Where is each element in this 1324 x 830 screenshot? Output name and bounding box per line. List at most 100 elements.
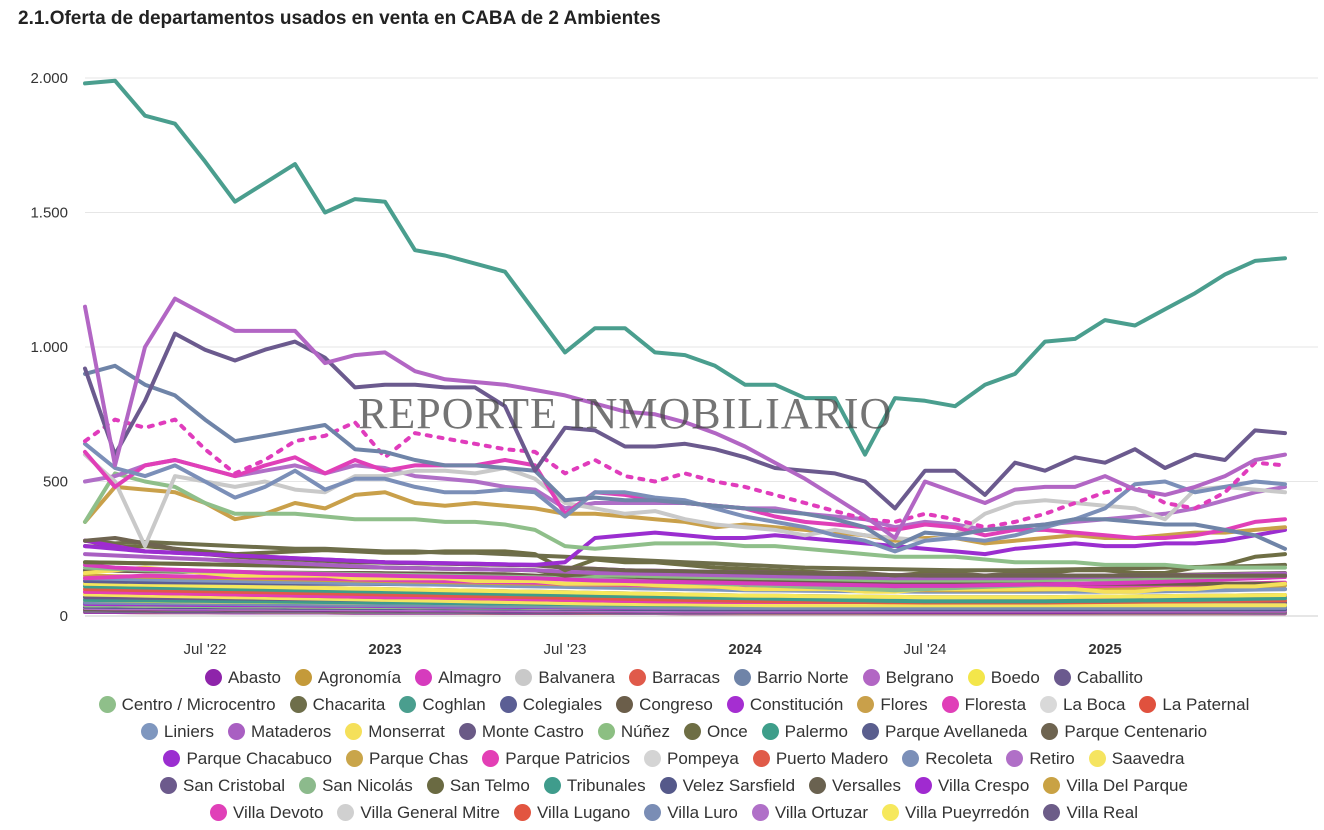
series-line-almagro[interactable] <box>83 562 1287 588</box>
y-tick-label: 1.000 <box>30 339 68 356</box>
legend-item[interactable]: Parque Patricios <box>482 749 630 769</box>
legend-item[interactable]: Palermo <box>761 722 848 742</box>
legend-marker <box>1043 777 1061 794</box>
legend-marker <box>399 696 417 713</box>
legend-marker <box>861 723 879 740</box>
legend-label: Mataderos <box>250 721 332 741</box>
legend-item[interactable]: Belgrano <box>862 668 954 688</box>
series-line-balvanera[interactable] <box>83 452 1287 549</box>
legend-item[interactable]: San Nicolás <box>299 776 413 796</box>
legend-item[interactable]: Puerto Madero <box>752 749 888 769</box>
legend-item[interactable]: Villa Real <box>1043 803 1138 823</box>
legend-marker <box>915 777 933 794</box>
legend-item[interactable]: Parque Chas <box>346 749 468 769</box>
series-line-villa-urquiza[interactable] <box>83 417 1287 530</box>
legend-marker <box>616 696 634 713</box>
legend-item[interactable]: Floresta <box>941 695 1026 715</box>
x-tick-label: Jul '23 <box>544 641 587 658</box>
legend-item[interactable]: Velez Sarsfield <box>659 776 795 796</box>
legend-item[interactable]: Villa Crespo <box>915 776 1029 796</box>
legend-item[interactable]: Pompeya <box>643 749 739 769</box>
legend-item[interactable]: Versalles <box>809 776 901 796</box>
legend-label: Balvanera <box>538 667 615 687</box>
legend-item[interactable]: Liniers <box>140 722 214 742</box>
series-line-caballito[interactable] <box>83 331 1287 511</box>
legend-label: La Boca <box>1063 694 1126 714</box>
legend-marker <box>857 696 875 713</box>
series-line-parque-chacabuco[interactable] <box>83 527 1287 567</box>
legend-marker <box>346 750 364 767</box>
series-line-barrio-norte[interactable] <box>83 363 1287 551</box>
legend-marker <box>345 723 363 740</box>
legend-label: Boedo <box>990 667 1040 687</box>
legend-item[interactable]: La Boca <box>1040 695 1125 715</box>
legend-item[interactable]: La Paternal <box>1139 695 1249 715</box>
series-line-chacarita[interactable] <box>83 538 1287 573</box>
legend-item[interactable]: Villa Del Parque <box>1043 776 1188 796</box>
legend-label: San Nicolás <box>322 775 413 795</box>
series-line-centro-microcentro[interactable] <box>83 471 1287 570</box>
legend-item[interactable]: Centro / Microcentro <box>98 695 276 715</box>
legend-item[interactable]: Monserrat <box>345 722 445 742</box>
legend-item[interactable]: Retiro <box>1006 749 1075 769</box>
legend-item[interactable]: San Cristobal <box>160 776 285 796</box>
legend-item[interactable]: Chacarita <box>289 695 385 715</box>
legend-item[interactable]: Villa Luro <box>644 803 738 823</box>
legend-label: Villa Luro <box>667 802 738 822</box>
legend-item[interactable]: Flores <box>857 695 928 715</box>
series-line-saavedra[interactable] <box>83 592 1287 608</box>
legend-item[interactable]: Núñez <box>597 722 670 742</box>
legend-item[interactable]: Barracas <box>628 668 720 688</box>
legend-item[interactable]: Barrio Norte <box>733 668 849 688</box>
legend-item[interactable]: Agronomía <box>294 668 401 688</box>
legend-marker <box>543 777 561 794</box>
legend-marker <box>204 669 222 686</box>
legend-item[interactable]: Mataderos <box>227 721 332 742</box>
legend-item[interactable]: Congreso <box>616 695 713 715</box>
series-line-villa-pueyrredón[interactable] <box>83 581 1287 600</box>
legend-item[interactable]: Colegiales <box>499 695 602 715</box>
legend-item[interactable]: Parque Avellaneda <box>861 722 1027 742</box>
legend-item[interactable]: Parque Centenario <box>1041 722 1207 742</box>
series-line-belgrano[interactable] <box>83 296 1287 540</box>
legend-marker <box>1041 723 1059 740</box>
series-line-floresta[interactable] <box>83 449 1287 540</box>
legend-marker <box>902 750 920 767</box>
legend-item[interactable]: Once <box>684 722 748 742</box>
legend-item[interactable]: Almagro <box>415 668 501 688</box>
legend-row: San Cristobal San Nicolás San Telmo Tribuna… <box>24 772 1324 799</box>
legend-item[interactable]: San Telmo <box>426 775 530 796</box>
legend-item[interactable]: Villa Pueyrredón <box>882 803 1029 823</box>
legend-label: Caballito <box>1076 667 1144 687</box>
series-line-flores[interactable] <box>83 484 1287 546</box>
legend-item[interactable]: Balvanera <box>515 668 615 688</box>
legend-item[interactable]: Villa Devoto <box>210 803 323 823</box>
legend-label: Parque Chacabuco <box>186 748 333 768</box>
series-line-coghlan[interactable] <box>83 78 1287 457</box>
legend-item[interactable]: Tribunales <box>543 776 646 796</box>
legend-item[interactable]: Caballito <box>1053 667 1144 688</box>
legend-item[interactable]: Recoleta <box>902 749 992 769</box>
legend-label: Abasto <box>227 667 281 687</box>
legend-row: Abasto Agronomía Almagro Balvanera Barracas B… <box>24 664 1324 691</box>
legend-item[interactable]: Parque Chacabuco <box>163 749 332 769</box>
legend-item[interactable]: Abasto <box>204 667 281 688</box>
legend-label: San Telmo <box>449 775 530 795</box>
legend-item[interactable]: Monte Castro <box>458 722 584 742</box>
legend-item[interactable]: Boedo <box>967 667 1040 688</box>
legend-label: Villa Devoto <box>233 802 324 822</box>
legend-item[interactable]: Coghlan <box>399 695 486 715</box>
legend-item[interactable]: Villa General Mitre <box>337 803 500 823</box>
legend-item[interactable]: Saavedra <box>1088 749 1185 769</box>
legend-label: San Cristobal <box>183 775 286 795</box>
series-line-villa-luro[interactable] <box>83 600 1287 610</box>
series-line-palermo[interactable] <box>83 584 1287 604</box>
legend-item[interactable]: Villa Lugano <box>513 803 630 823</box>
series-line-monserrat[interactable] <box>83 565 1287 594</box>
legend-item[interactable]: Constitución <box>726 695 843 715</box>
legend-row: Centro / Microcentro Chacarita Coghlan Cole… <box>24 691 1324 718</box>
legend-item[interactable]: Villa Ortuzar <box>751 803 868 823</box>
series-line-recoleta[interactable] <box>83 441 1287 554</box>
y-tick-label: 2.000 <box>30 70 68 87</box>
legend-marker <box>163 750 181 767</box>
